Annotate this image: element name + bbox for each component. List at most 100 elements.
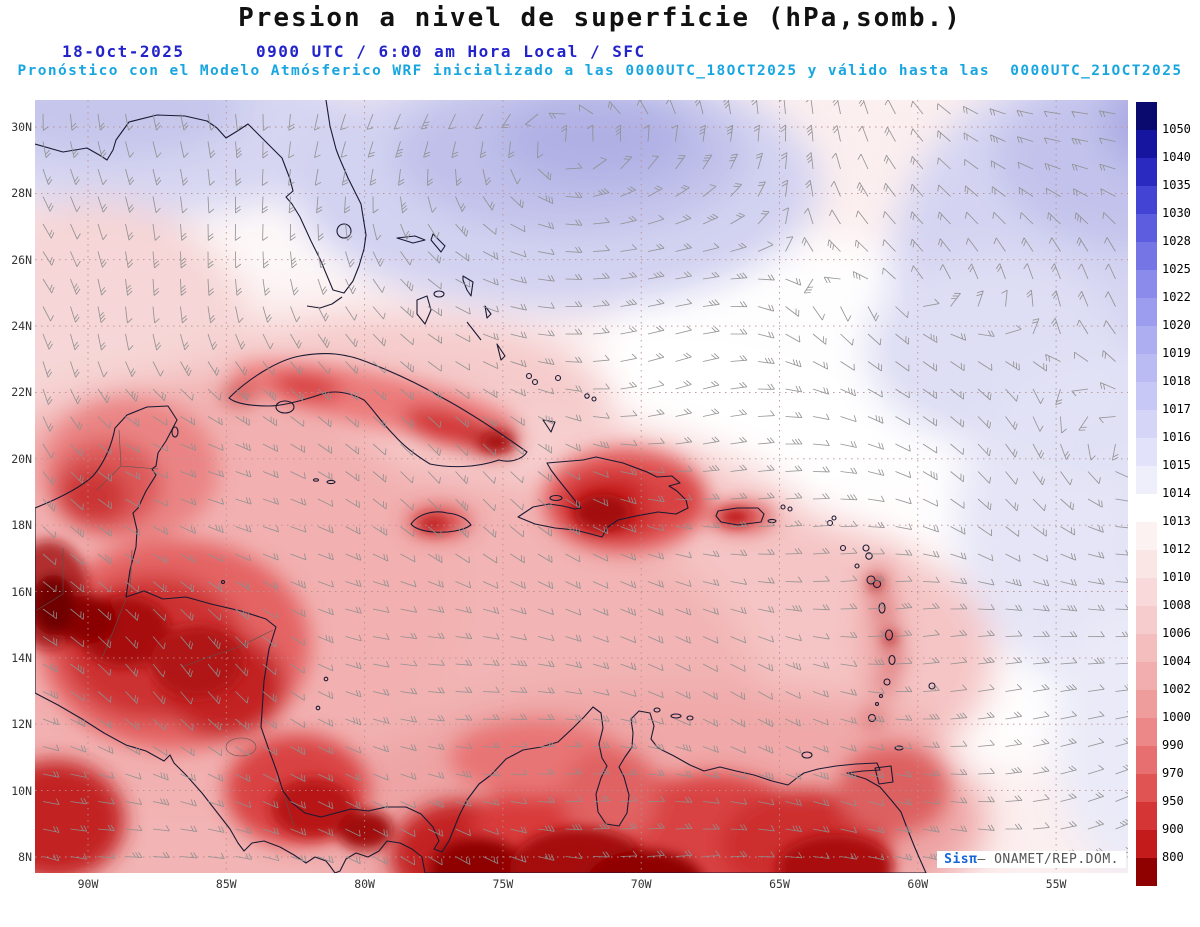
colorbar-label-1035: 1035: [1160, 178, 1193, 192]
colorbar-segment-27: [1136, 858, 1157, 886]
colorbar-label-1050: 1050: [1160, 122, 1193, 136]
colorbar-segment-1: [1136, 130, 1157, 158]
colorbar-segment-8: [1136, 326, 1157, 354]
colorbar-label-800: 800: [1160, 850, 1186, 864]
colorbar-label-1020: 1020: [1160, 318, 1193, 332]
puerto-rico-coastline: [715, 507, 765, 526]
barbuda-island: [862, 544, 870, 552]
belize-guatemala-border: [129, 549, 133, 593]
coastlines-group: [35, 100, 936, 873]
colorbar-label-990: 990: [1160, 738, 1186, 752]
lat-label-26N: 26N: [11, 252, 32, 267]
lat-label-16N: 16N: [11, 584, 32, 599]
colorbar-segment-3: [1136, 186, 1157, 214]
florida-keys-coastline: [306, 296, 343, 309]
andros-island: [416, 295, 432, 325]
colorbar-label-1025: 1025: [1160, 262, 1193, 276]
great-inagua-island: [542, 419, 556, 433]
colorbar-label-1030: 1030: [1160, 206, 1193, 220]
colorbar-label-1004: 1004: [1160, 654, 1193, 668]
isla-juventud: [275, 400, 295, 414]
colorbar-label-1002: 1002: [1160, 682, 1193, 696]
wind-barbs-layer: [42, 100, 1128, 866]
lat-label-18N: 18N: [11, 518, 32, 533]
colorbar-segment-7: [1136, 298, 1157, 326]
san-andres-island: [315, 705, 321, 711]
curacao-island: [670, 713, 682, 719]
lat-label-28N: 28N: [11, 186, 32, 201]
lon-label-70W: 70W: [630, 877, 652, 891]
pressure-colorbar-labels: 1050 1040 1035 1030 1028 1025 1022 1020 1019 1018…: [1160, 102, 1200, 886]
colorbar-segment-20: [1136, 662, 1157, 690]
trinidad-island: [874, 765, 894, 785]
lake-nicaragua: [225, 737, 257, 757]
turks-caicos-islands: [584, 393, 590, 399]
lon-label-65W: 65W: [769, 877, 790, 891]
colorbar-label-1014: 1014: [1160, 486, 1193, 500]
colorbar-segment-22: [1136, 718, 1157, 746]
bonaire-island: [686, 715, 694, 721]
grenadines-south: [874, 701, 880, 707]
costarica-panama-border: [283, 795, 295, 827]
exuma-cays: [466, 321, 482, 341]
lat-label-22N: 22N: [11, 385, 32, 400]
virgin-islands-east: [787, 506, 793, 512]
colorbar-label-1019: 1019: [1160, 346, 1193, 360]
cozumel-island: [171, 426, 179, 438]
lat-label-30N: 30N: [11, 120, 32, 134]
grenada-island: [867, 713, 877, 723]
providencia-island: [323, 676, 329, 682]
colorbar-label-1006: 1006: [1160, 626, 1193, 640]
turks-islands: [591, 396, 597, 402]
st-kitts-island: [839, 544, 847, 552]
page-title: Presion a nivel de superficie (hPa,somb.…: [238, 3, 962, 33]
colorbar-label-1000: 1000: [1160, 710, 1193, 724]
mexico-guatemala-border: [36, 548, 64, 611]
grand-bahama-island: [396, 235, 426, 244]
low-pressure-cores: [35, 361, 948, 873]
lon-label-55W: 55W: [1045, 877, 1067, 891]
lat-label-10N: 10N: [11, 783, 32, 798]
watermark: Sisπ– ONAMET/REP.DOM.: [937, 851, 1126, 868]
colorbar-label-1017: 1017: [1160, 402, 1193, 416]
colorbar-segment-14: [1136, 494, 1157, 522]
st-vincent-island: [883, 678, 891, 686]
colorbar-segment-9: [1136, 354, 1157, 382]
forecast-description: Pronóstico con el Modelo Atmósferico WRF…: [17, 63, 1183, 79]
pressure-colorbar: [1136, 102, 1157, 886]
swan-islands: [220, 579, 226, 585]
colorbar-label-1018: 1018: [1160, 374, 1193, 388]
forecast-date: 18-Oct-2025: [62, 42, 185, 61]
latlon-gridlines: [35, 100, 1128, 873]
colorbar-label-1010: 1010: [1160, 570, 1193, 584]
grand-cayman-island: [326, 479, 336, 485]
antigua-island: [865, 552, 873, 560]
colorbar-segment-15: [1136, 522, 1157, 550]
lat-label-24N: 24N: [11, 319, 32, 334]
colorbar-segment-23: [1136, 746, 1157, 774]
new-providence-island: [433, 290, 445, 298]
guadeloupe-island: [866, 575, 876, 585]
virgin-islands: [780, 504, 786, 510]
anguilla-island: [831, 515, 837, 521]
central-south-america-coastline: [35, 405, 927, 873]
watermark-brand: Sisπ: [944, 852, 978, 867]
colorbar-label-900: 900: [1160, 822, 1186, 836]
lake-okeechobee: [336, 223, 352, 239]
lat-label-20N: 20N: [11, 451, 32, 466]
colorbar-label-950: 950: [1160, 794, 1186, 808]
colorbar-label-1013: 1013: [1160, 514, 1193, 528]
gulf-coast-florida-coastline: [35, 100, 367, 294]
lon-label-75W: 75W: [492, 877, 514, 891]
abaco-island: [430, 233, 446, 253]
colorbar-segment-26: [1136, 830, 1157, 858]
margarita-island: [801, 751, 813, 759]
colorbar-segment-11: [1136, 410, 1157, 438]
colorbar-segment-0: [1136, 102, 1157, 130]
colorbar-segment-13: [1136, 466, 1157, 494]
barbados-island: [928, 682, 936, 690]
acklins-island: [531, 378, 539, 386]
crooked-island: [525, 372, 533, 380]
colorbar-label-1008: 1008: [1160, 598, 1193, 612]
honduras-nicaragua-border: [181, 629, 274, 668]
